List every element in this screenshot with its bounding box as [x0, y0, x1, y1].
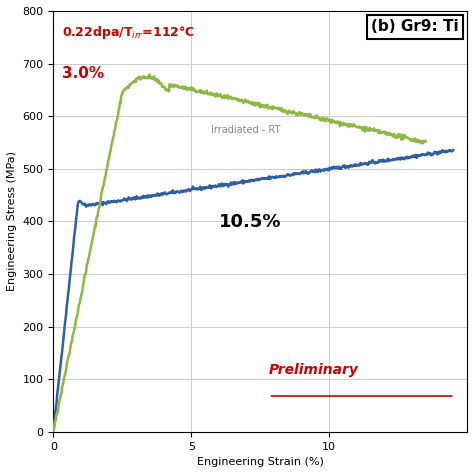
Text: Irradiated - RT: Irradiated - RT [210, 125, 280, 135]
Y-axis label: Engineering Stress (MPa): Engineering Stress (MPa) [7, 151, 17, 292]
Text: 0.22dpa/T$_{irr}$=112°C: 0.22dpa/T$_{irr}$=112°C [62, 24, 195, 41]
Text: (b) Gr9: Ti: (b) Gr9: Ti [371, 19, 459, 34]
Text: 10.5%: 10.5% [219, 213, 282, 231]
Text: Preliminary: Preliminary [268, 363, 358, 377]
X-axis label: Engineering Strain (%): Engineering Strain (%) [197, 457, 324, 467]
Text: 3.0%: 3.0% [62, 66, 104, 81]
